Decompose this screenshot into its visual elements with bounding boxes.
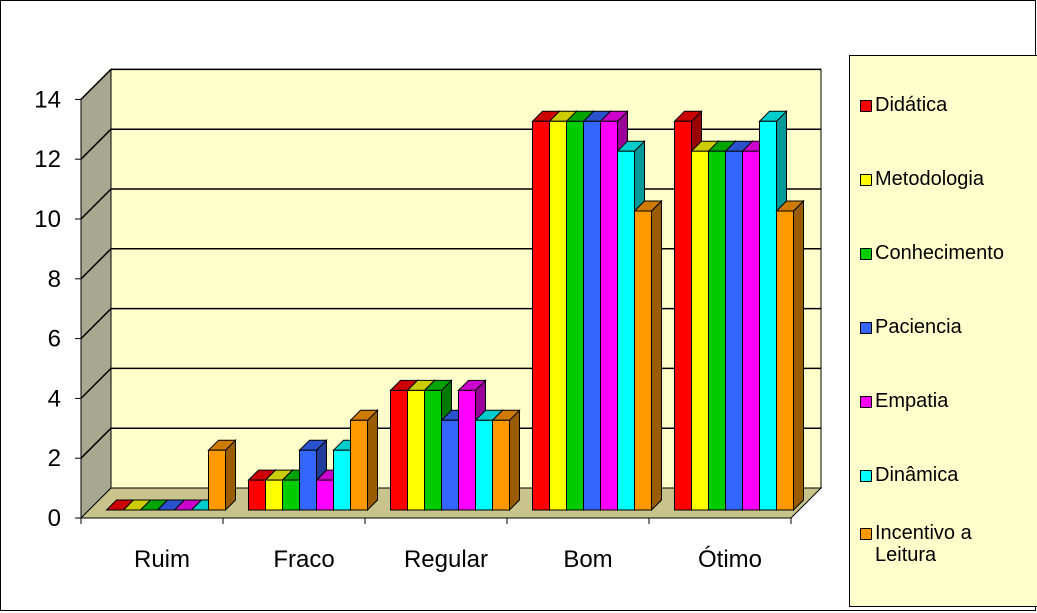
y-tick-label: 14 — [34, 86, 61, 113]
legend-label: Metodologia — [875, 168, 984, 190]
bar-front — [742, 150, 760, 511]
bar-front — [776, 210, 794, 511]
legend-label: Didática — [875, 94, 948, 116]
legend-swatch — [860, 100, 872, 112]
bar-front — [299, 449, 317, 511]
gridline — [80, 367, 112, 399]
legend-swatch — [860, 528, 872, 540]
bar-front — [316, 479, 334, 511]
legend-item: Didática — [860, 94, 947, 116]
bar-front — [566, 120, 584, 511]
bar-front — [708, 150, 726, 511]
bar-front — [458, 389, 476, 511]
bar-side — [651, 199, 662, 512]
bar-side — [367, 409, 378, 512]
bar-front — [390, 389, 408, 511]
bar-front — [407, 389, 425, 511]
bar — [207, 438, 237, 512]
x-tick-label: Regular — [404, 546, 488, 573]
gridline — [80, 427, 112, 459]
legend-label: Paciencia — [875, 316, 962, 338]
bar-side — [509, 409, 520, 512]
legend-swatch — [860, 248, 872, 260]
legend-label: Dinâmica — [875, 464, 959, 486]
x-tick-label: Ótimo — [698, 546, 762, 573]
bar-front — [424, 389, 442, 511]
legend-swatch — [860, 396, 872, 408]
legend: Didática Metodologia Conhecimento Paciencia… — [849, 55, 1037, 607]
legend-swatch — [860, 470, 872, 482]
bar — [349, 409, 379, 512]
y-tick-label: 2 — [48, 445, 61, 472]
gridline — [80, 68, 112, 100]
y-tick-label: 8 — [48, 266, 61, 293]
bar-front — [248, 479, 266, 511]
x-tick-label: Fraco — [273, 546, 334, 573]
bar-front — [725, 150, 743, 511]
bar-front — [600, 120, 618, 511]
legend-item: Empatia — [860, 390, 948, 412]
gridline — [80, 128, 112, 160]
bar-side — [793, 199, 804, 512]
y-tick-label: 12 — [34, 146, 61, 173]
bar-front — [350, 419, 368, 511]
y-tick-label: 4 — [48, 385, 61, 412]
legend-item: Incentivo a Leitura — [860, 522, 985, 566]
x-tick-label: Bom — [563, 546, 612, 573]
bar-front — [634, 210, 652, 511]
bar-front — [475, 419, 493, 511]
legend-swatch — [860, 174, 872, 186]
bar-side — [225, 438, 236, 512]
bar-front — [691, 150, 709, 511]
bar-front — [583, 120, 601, 511]
bar-front — [208, 449, 226, 511]
legend-label: Conhecimento — [875, 242, 1004, 264]
bar-front — [333, 449, 351, 511]
y-tick-label: 0 — [48, 505, 61, 532]
bar-front — [674, 120, 692, 511]
bar — [775, 199, 805, 512]
bar-front — [265, 479, 283, 511]
bar-front — [759, 120, 777, 511]
bar-front — [532, 120, 550, 511]
legend-swatch — [860, 322, 872, 334]
legend-item: Conhecimento — [860, 242, 1004, 264]
bar-front — [617, 150, 635, 511]
gridline — [80, 248, 112, 280]
legend-item: Dinâmica — [860, 464, 958, 486]
bar — [633, 199, 663, 512]
y-tick-label: 10 — [34, 206, 61, 233]
x-tick-label: Ruim — [134, 546, 190, 573]
legend-item: Metodologia — [860, 168, 984, 190]
bar-front — [282, 479, 300, 511]
bar-front — [441, 419, 459, 511]
bar-front — [549, 120, 567, 511]
legend-item: Paciencia — [860, 316, 962, 338]
side-wall — [80, 68, 112, 520]
legend-label: Empatia — [875, 390, 949, 412]
gridline — [80, 308, 112, 340]
bar — [491, 409, 521, 512]
legend-label: Incentivo a Leitura — [875, 522, 972, 566]
y-tick-label: 6 — [48, 326, 61, 353]
bar-front — [492, 419, 510, 511]
gridline — [80, 188, 112, 220]
